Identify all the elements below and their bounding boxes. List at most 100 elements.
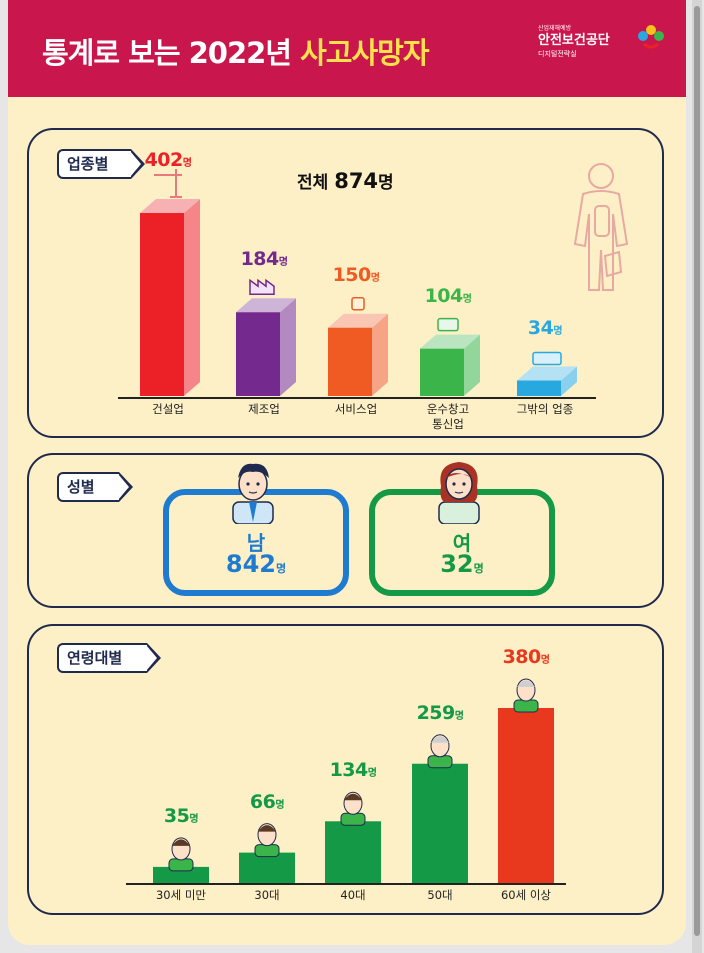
industry-category-label: 서비스업 bbox=[334, 402, 378, 416]
industry-bar-side bbox=[464, 334, 480, 396]
age-value: 66 bbox=[249, 790, 276, 813]
female-count: 32명 bbox=[404, 550, 520, 578]
age-category-label: 30대 bbox=[254, 888, 280, 902]
industry-value-unit: 명 bbox=[553, 325, 563, 337]
age-value-unit: 명 bbox=[367, 768, 377, 780]
male-count: 842명 bbox=[198, 550, 314, 578]
industry-value: 34 bbox=[527, 316, 554, 339]
industry-bar-4 bbox=[517, 366, 577, 396]
industry-bar-front bbox=[236, 312, 280, 396]
male-unit: 명 bbox=[275, 562, 287, 575]
industry-category-label: 건설업 bbox=[152, 402, 184, 416]
female-worker-icon bbox=[438, 462, 480, 524]
gender-tag: 성별 bbox=[57, 471, 133, 502]
age-value-label: 380명 bbox=[486, 646, 566, 668]
infographic-poster: 통계로 보는 2022년 사고사망자 산업재해예방 안전보건공단 디지털전략실 … bbox=[8, 0, 686, 945]
age-category-label: 50대 bbox=[427, 888, 453, 902]
male-worker-icon bbox=[232, 463, 274, 524]
industry-bar-front bbox=[140, 213, 184, 396]
industry-bar-top bbox=[517, 366, 577, 381]
age-bar-3 bbox=[412, 763, 468, 883]
age-category-label: 60세 이상 bbox=[500, 888, 552, 902]
industry-bar-0 bbox=[140, 199, 200, 396]
industry-axis-line bbox=[118, 397, 596, 399]
industry-value-unit: 명 bbox=[278, 257, 288, 269]
age-value-label: 259명 bbox=[400, 702, 480, 724]
age-value-label: 134명 bbox=[313, 759, 393, 781]
age-value-unit: 명 bbox=[275, 799, 285, 811]
age-bar-2 bbox=[325, 821, 381, 883]
industry-value: 402 bbox=[144, 149, 184, 171]
industry-value-label: 104명 bbox=[408, 285, 488, 307]
cup-icon bbox=[351, 296, 365, 311]
age-category-label: 30세 미만 bbox=[155, 888, 207, 902]
page-title: 통계로 보는 2022년 사고사망자 bbox=[42, 30, 430, 72]
female-unit: 명 bbox=[473, 562, 484, 575]
age-value: 380 bbox=[502, 646, 542, 668]
truck-icon bbox=[437, 317, 459, 332]
industry-value: 104 bbox=[424, 284, 464, 307]
org-block: 산업재해예방 안전보건공단 디지털전략실 bbox=[538, 25, 610, 59]
industry-bar-chart bbox=[140, 169, 577, 396]
age-category-label: 40대 bbox=[340, 888, 366, 902]
industry-value-label: 184명 bbox=[224, 248, 304, 270]
worker-face-icon bbox=[340, 791, 366, 826]
industry-bar-side bbox=[561, 366, 577, 396]
industry-value: 150 bbox=[332, 263, 372, 286]
org-tagline: 산업재해예방 bbox=[538, 25, 572, 32]
industry-category-label: 그밖의 업종 bbox=[516, 402, 574, 416]
age-value: 35 bbox=[163, 804, 190, 827]
industry-value-unit: 명 bbox=[370, 272, 380, 284]
industry-bar-1 bbox=[236, 298, 296, 396]
total-unit: 명 bbox=[378, 173, 394, 193]
org-department: 디지털전략실 bbox=[538, 50, 577, 58]
age-value-unit: 명 bbox=[189, 813, 199, 825]
worker-silhouette-icon bbox=[573, 163, 629, 291]
worker-face-icon bbox=[254, 823, 280, 858]
total-label: 전체 bbox=[297, 173, 329, 193]
industry-value-unit: 명 bbox=[462, 293, 472, 305]
industry-bar-front bbox=[328, 327, 372, 396]
age-value: 134 bbox=[329, 759, 369, 782]
header-banner: 통계로 보는 2022년 사고사망자 산업재해예방 안전보건공단 디지털전략실 bbox=[8, 0, 686, 97]
industry-bar-front bbox=[420, 348, 464, 396]
industry-value-unit: 명 bbox=[182, 158, 192, 169]
etc-icon bbox=[532, 351, 562, 366]
age-bar-4 bbox=[498, 708, 554, 883]
age-value-unit: 명 bbox=[454, 710, 464, 722]
age-tag: 연령대별 bbox=[57, 642, 161, 673]
industry-category-label: 제조업 bbox=[248, 402, 280, 416]
worker-face-icon bbox=[427, 734, 453, 769]
industry-value-label: 150명 bbox=[316, 264, 396, 286]
industry-tag: 업종별 bbox=[57, 148, 145, 179]
female-value: 32 bbox=[440, 550, 474, 578]
male-value: 842 bbox=[225, 550, 276, 578]
industry-bar-side bbox=[184, 199, 200, 396]
age-value: 259 bbox=[416, 701, 456, 724]
crane-icon bbox=[154, 169, 182, 198]
age-value-label: 66명 bbox=[227, 791, 307, 813]
female-label: 여 bbox=[452, 531, 472, 555]
org-logo-icon bbox=[638, 25, 664, 49]
age-bar-chart bbox=[153, 678, 554, 883]
industry-bar-top bbox=[328, 313, 388, 328]
title-highlight: 사고사망자 bbox=[300, 36, 429, 70]
industry-bar-top bbox=[140, 199, 200, 213]
age-axis-line bbox=[126, 883, 566, 885]
industry-value-label: 34명 bbox=[505, 317, 585, 339]
industry-bar-2 bbox=[328, 313, 388, 396]
industry-value-label: 402명 bbox=[128, 149, 208, 171]
industry-bar-top bbox=[236, 298, 296, 313]
factory-icon bbox=[249, 278, 275, 295]
age-value-label: 35명 bbox=[141, 805, 221, 827]
industry-bar-top bbox=[420, 334, 480, 349]
age-bar-1 bbox=[239, 852, 295, 883]
worker-face-icon bbox=[168, 837, 194, 872]
scrollbar-thumb[interactable] bbox=[694, 6, 700, 936]
industry-bar-side bbox=[280, 298, 296, 396]
org-name: 안전보건공단 bbox=[538, 33, 610, 48]
age-value-unit: 명 bbox=[540, 655, 550, 666]
age-bar-0 bbox=[153, 866, 209, 883]
industry-value: 184 bbox=[240, 248, 280, 271]
worker-face-icon bbox=[513, 678, 539, 713]
